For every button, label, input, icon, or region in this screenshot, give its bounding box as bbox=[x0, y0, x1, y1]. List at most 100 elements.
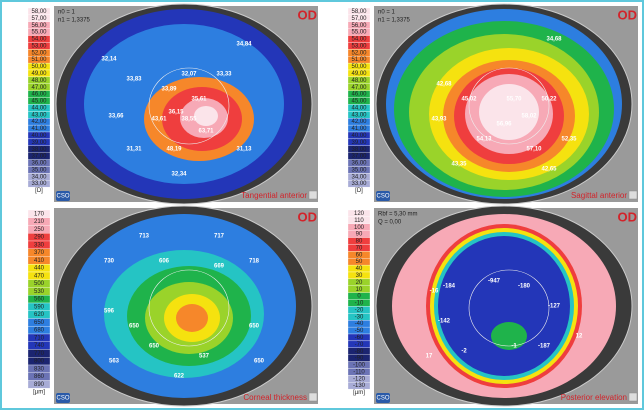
scale-label: -100 bbox=[353, 363, 366, 369]
logo: CSO bbox=[56, 194, 69, 200]
scale-label: 110 bbox=[354, 218, 364, 224]
scale-label: 54,00 bbox=[31, 37, 47, 43]
map-value: 33,83 bbox=[126, 77, 142, 83]
scale-label: 830 bbox=[34, 366, 45, 372]
scale-label: 43,00 bbox=[351, 112, 367, 118]
map-value: 45,02 bbox=[461, 97, 477, 103]
scale-label: 38,00 bbox=[351, 147, 367, 153]
scale-label: 47,00 bbox=[31, 85, 47, 91]
scale-label: -50 bbox=[355, 328, 364, 334]
map-info: n1 = 1,3375 bbox=[378, 18, 411, 24]
scale-label: 58,00 bbox=[351, 9, 367, 15]
scale-label: -130 bbox=[353, 383, 366, 389]
pupil-ring bbox=[148, 67, 230, 145]
map-value: -2 bbox=[461, 349, 467, 355]
map-value: 596 bbox=[104, 309, 115, 315]
scale-swatch bbox=[347, 180, 371, 188]
scale-label: 49,00 bbox=[351, 71, 367, 77]
map-value: 34,84 bbox=[236, 42, 252, 48]
pupil-ring bbox=[468, 67, 550, 145]
scale-label: -70 bbox=[355, 342, 364, 348]
scale-label: 48,00 bbox=[351, 78, 367, 84]
map-value: 650 bbox=[249, 324, 260, 330]
menu-button[interactable] bbox=[308, 190, 318, 200]
scale-label: -10 bbox=[355, 301, 364, 307]
map-value: 35,61 bbox=[191, 97, 207, 103]
map-value: -1 bbox=[511, 344, 517, 350]
map-zone bbox=[438, 236, 570, 376]
logo-box bbox=[56, 191, 70, 201]
map-value: 622 bbox=[174, 374, 185, 380]
panel: 34,68 42,68 43,93 55,70 45,02 50,22 58,02 56,96… bbox=[324, 3, 640, 205]
panel: -947 -184 -180 -127 -142 -2 -187 -16 -1 17 12 12011… bbox=[324, 205, 640, 407]
map-value: 54,13 bbox=[476, 137, 492, 143]
scale-swatch bbox=[27, 380, 51, 389]
scale-unit: [µm] bbox=[353, 390, 365, 396]
map-value: -142 bbox=[438, 319, 451, 325]
scale-label: 34,00 bbox=[31, 174, 47, 180]
scale-label: 290 bbox=[34, 235, 45, 241]
scale-label: 36,00 bbox=[31, 161, 47, 167]
scale-unit: [D] bbox=[35, 188, 43, 194]
map-value: 718 bbox=[249, 259, 260, 265]
scale-label: 58,00 bbox=[31, 9, 47, 15]
map-value: -180 bbox=[518, 284, 531, 290]
map-value: 52,35 bbox=[561, 137, 577, 143]
scale-label: 40,00 bbox=[31, 133, 47, 139]
menu-button[interactable] bbox=[308, 392, 318, 402]
scale-label: 35,00 bbox=[31, 167, 47, 173]
scale-label: 100 bbox=[354, 225, 365, 231]
scale-label: 710 bbox=[34, 335, 45, 341]
logo: CSO bbox=[376, 396, 389, 402]
map-value: 31,13 bbox=[236, 147, 252, 153]
panel-title: Corneal thickness bbox=[243, 393, 307, 402]
scale-label: 53,00 bbox=[351, 43, 367, 49]
scale-label: 45,00 bbox=[31, 99, 47, 105]
map-value: 650 bbox=[129, 324, 140, 330]
map-value: 43,35 bbox=[451, 162, 467, 168]
scale-label: 210 bbox=[34, 219, 45, 225]
map-value: 48,19 bbox=[166, 147, 182, 153]
scale-swatch bbox=[27, 180, 51, 188]
map-value: -16 bbox=[430, 289, 439, 295]
map-value: 34,68 bbox=[546, 37, 562, 43]
scale-label: 620 bbox=[34, 312, 45, 318]
scale-label: 860 bbox=[34, 374, 45, 380]
scale-label: -20 bbox=[355, 307, 364, 313]
map-info: Q = 0,00 bbox=[378, 220, 402, 226]
scale-label: 52,00 bbox=[351, 50, 367, 56]
map-value: 63,71 bbox=[198, 129, 214, 135]
map-value: 650 bbox=[254, 359, 265, 365]
scale-label: 56,00 bbox=[351, 23, 367, 29]
menu-button[interactable] bbox=[628, 190, 638, 200]
scale-label: 890 bbox=[34, 382, 45, 388]
scale-label: 42,00 bbox=[31, 119, 47, 125]
map-zone bbox=[176, 304, 208, 332]
eye-label: OD bbox=[618, 209, 638, 224]
panel: 32,14 33,83 33,89 35,61 36,15 32,07 33,33 43,61… bbox=[4, 3, 320, 205]
menu-button[interactable] bbox=[628, 392, 638, 402]
map-value: 50,22 bbox=[541, 97, 557, 103]
map-value: 717 bbox=[214, 234, 225, 240]
eye-label: OD bbox=[298, 209, 318, 224]
map-value: 713 bbox=[139, 234, 150, 240]
scale-label: 39,00 bbox=[31, 140, 47, 146]
scale-label: 53,00 bbox=[31, 43, 47, 49]
pupil-ring bbox=[148, 269, 230, 347]
scale-label: 770 bbox=[34, 351, 45, 357]
scale-label: 740 bbox=[34, 343, 45, 349]
map-value: -187 bbox=[538, 344, 551, 350]
map-zone bbox=[479, 84, 539, 140]
scale-label: 56,00 bbox=[31, 23, 47, 29]
scale-label: 46,00 bbox=[351, 92, 367, 98]
map-value: 669 bbox=[214, 264, 225, 270]
scale-label: 40,00 bbox=[351, 133, 367, 139]
pupil-ring bbox=[468, 269, 550, 347]
map-value: 563 bbox=[109, 359, 120, 365]
scale-label: 38,00 bbox=[31, 147, 47, 153]
map-value: 38,55 bbox=[181, 117, 197, 123]
map-value: -184 bbox=[443, 284, 456, 290]
scale-label: 120 bbox=[354, 211, 365, 217]
map-value: -947 bbox=[488, 279, 501, 285]
